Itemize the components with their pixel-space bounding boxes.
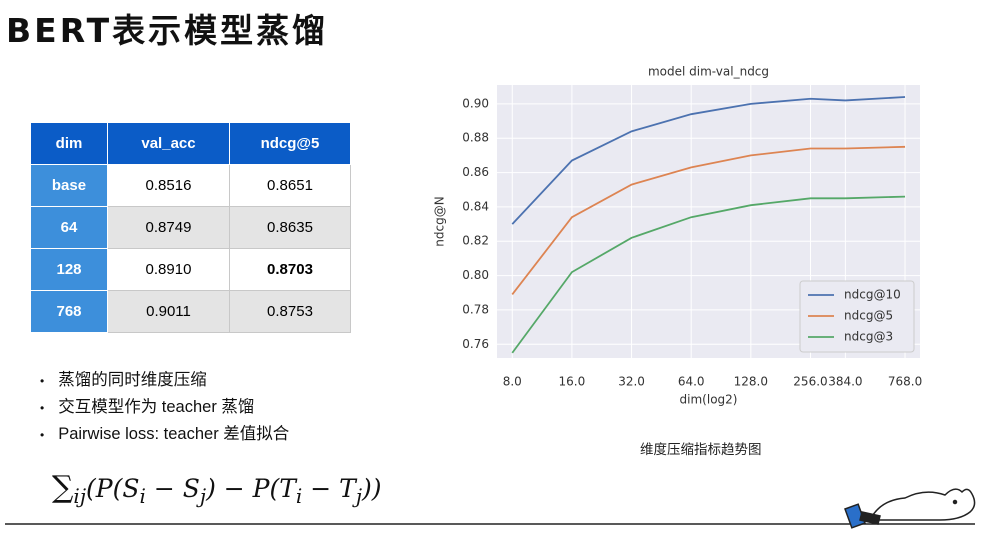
chart-title: model dim-val_ndcg: [648, 65, 769, 79]
header-row: dim val_acc ndcg@5: [30, 122, 351, 165]
table-cell: 0.8635: [229, 206, 351, 249]
bullet-text: 蒸馏的同时维度压缩: [58, 371, 207, 389]
x-tick-label: 256.0: [793, 375, 827, 389]
y-tick-label: 0.90: [462, 96, 489, 110]
x-tick-label: 768.0: [888, 375, 922, 389]
header-cell: ndcg@5: [229, 122, 351, 165]
table-cell: 0.8651: [229, 164, 351, 207]
table-row: 768 0.9011 0.8753: [30, 290, 351, 333]
legend-box: [799, 280, 915, 353]
x-axis-label: dim(log2): [680, 393, 738, 407]
table-row: base 0.8516 0.8651: [30, 164, 351, 207]
table-cell: 0.8516: [107, 164, 230, 207]
legend-label: ndcg@3: [844, 330, 893, 344]
x-tick-label: 8.0: [503, 375, 522, 389]
row-header: base: [30, 164, 108, 207]
mascot: [844, 488, 976, 529]
line-series: [511, 145, 906, 296]
x-tick-label: 128.0: [734, 375, 768, 389]
bullet-dot: •: [40, 374, 45, 388]
y-tick-label: 0.82: [462, 234, 489, 248]
formula-part: (P(S: [86, 474, 140, 503]
formula-part: i: [139, 484, 146, 508]
formula-part: j: [355, 484, 363, 508]
bullet-text: 交互模型作为 teacher 蒸馏: [58, 398, 255, 416]
header-cell: dim: [30, 122, 108, 165]
legend-label: ndcg@10: [844, 288, 901, 302]
y-tick-label: 0.88: [462, 131, 489, 145]
x-tick-label: 384.0: [828, 375, 862, 389]
table-row: 128 0.8910 0.8703: [30, 248, 351, 291]
y-tick-label: 0.86: [462, 165, 489, 179]
formula-part: )): [362, 474, 382, 503]
bullet-item: • 交互模型作为 teacher 蒸馏: [40, 393, 289, 420]
row-header: 768: [30, 290, 108, 333]
x-tick-label: 16.0: [559, 375, 586, 389]
x-tick-label: 32.0: [618, 375, 645, 389]
line-series: [511, 195, 906, 354]
chart-caption: 维度压缩指标趋势图: [640, 442, 762, 458]
table-row: 64 0.8749 0.8635: [30, 206, 351, 249]
bullet-text: Pairwise loss: teacher 差值拟合: [58, 425, 290, 443]
table-cell: 0.8753: [229, 290, 351, 333]
line-series: [511, 96, 906, 225]
row-header: 64: [30, 206, 108, 249]
y-tick-label: 0.78: [462, 302, 489, 316]
y-tick-label: 0.84: [462, 199, 489, 213]
bullet-list: • 蒸馏的同时维度压缩 • 交互模型作为 teacher 蒸馏 • Pairwise lo…: [40, 366, 289, 447]
y-axis-label: ndcg@N: [433, 196, 447, 246]
x-tick-label: 64.0: [678, 375, 705, 389]
formula-part: j: [199, 484, 207, 508]
formula-part: − S: [145, 474, 200, 503]
table-cell: 0.8749: [107, 206, 230, 249]
legend-label: ndcg@5: [844, 309, 893, 323]
formula-part: ) − P(T: [206, 474, 296, 503]
formula: ∑ij(P(Si − Sj) − P(Ti − Tj)): [52, 470, 382, 508]
table-cell: 0.8910: [107, 248, 230, 291]
y-tick-label: 0.76: [462, 337, 489, 351]
table-cell: 0.8703: [229, 248, 351, 291]
formula-part: ∑: [52, 470, 74, 505]
bullet-dot: •: [40, 428, 45, 442]
slide-title: BERT表示模型蒸馏: [6, 11, 329, 50]
formula-part: ij: [73, 484, 87, 508]
bullet-item: • Pairwise loss: teacher 差值拟合: [40, 420, 289, 447]
y-tick-label: 0.80: [462, 268, 489, 282]
formula-part: − T: [302, 474, 356, 503]
header-cell: val_acc: [107, 122, 230, 165]
bullet-dot: •: [40, 401, 45, 415]
results-table: dim val_acc ndcg@5 base 0.8516 0.8651 64 0.8749…: [30, 122, 351, 333]
formula-part: i: [295, 484, 303, 508]
bullet-item: • 蒸馏的同时维度压缩: [40, 366, 289, 393]
